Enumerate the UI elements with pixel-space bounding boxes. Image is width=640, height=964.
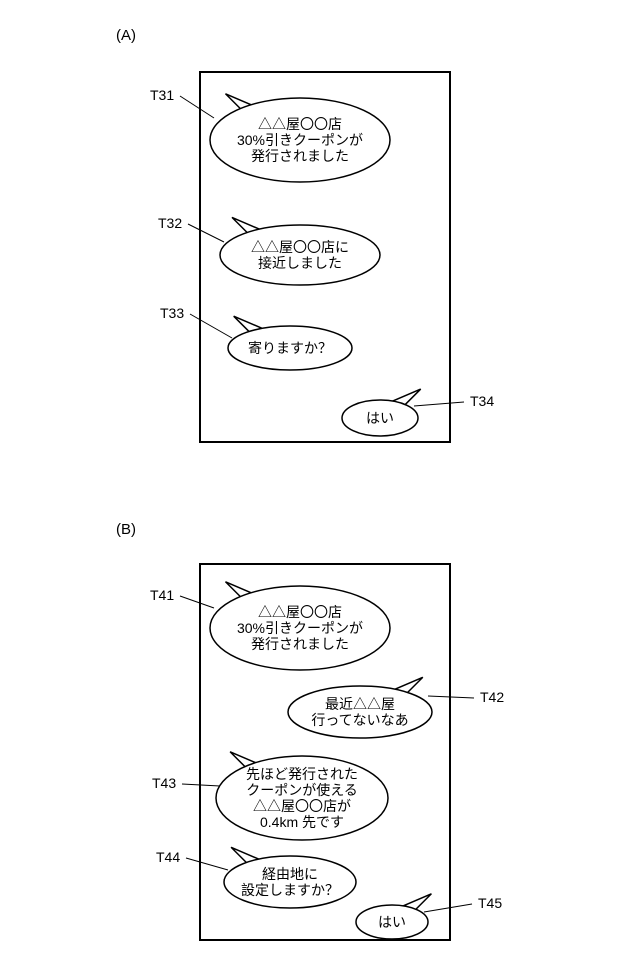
bubble-text-line: 行ってないなあ <box>311 712 408 728</box>
section-label: (B) <box>116 521 136 538</box>
bubble-text-line: 0.4km 先です <box>260 814 344 830</box>
speech-bubble: 経由地に設定しますか？ <box>224 847 356 908</box>
leader-line <box>180 596 214 608</box>
callout-label: T45 <box>478 895 502 911</box>
speech-bubble: △△屋〇〇店30%引きクーポンが発行されました <box>210 94 390 182</box>
bubble-text-line: クーポンが使える <box>246 782 358 798</box>
bubble-text-line: 30%引きクーポンが <box>237 620 363 636</box>
bubble-text-line: はい <box>378 914 406 930</box>
callout-label: T34 <box>470 393 494 409</box>
callout-label: T44 <box>156 849 180 865</box>
callout-label: T43 <box>152 775 176 791</box>
leader-line <box>180 96 214 118</box>
leader-line <box>190 314 232 338</box>
bubble-text-line: △△屋〇〇店に <box>251 239 349 255</box>
callout-label: T33 <box>160 305 184 321</box>
speech-bubble: 最近△△屋行ってないなあ <box>288 677 432 738</box>
speech-bubble: △△屋〇〇店30%引きクーポンが発行されました <box>210 582 390 670</box>
speech-bubble: △△屋〇〇店に接近しました <box>220 217 380 285</box>
callout-label: T32 <box>158 215 182 231</box>
leader-line <box>424 904 472 912</box>
bubble-text-line: 寄りますか？ <box>248 340 332 356</box>
bubble-text-line: 発行されました <box>251 636 349 652</box>
bubble-text-line: 設定しますか？ <box>241 882 339 898</box>
bubble-text-line: △△屋〇〇店が <box>253 798 351 814</box>
callout-label: T41 <box>150 587 174 603</box>
bubble-text-line: 発行されました <box>251 148 349 164</box>
callout-label: T42 <box>480 689 504 705</box>
speech-bubble: はい <box>342 389 421 436</box>
speech-bubble: はい <box>356 894 431 939</box>
bubble-text-line: 30%引きクーポンが <box>237 132 363 148</box>
speech-bubble: 寄りますか？ <box>228 316 352 370</box>
leader-line <box>186 858 228 870</box>
bubble-text-line: 先ほど発行された <box>246 766 358 782</box>
speech-bubble: 先ほど発行されたクーポンが使える△△屋〇〇店が0.4km 先です <box>216 752 388 840</box>
bubble-text-line: △△屋〇〇店 <box>258 604 342 620</box>
leader-line <box>188 224 224 242</box>
leader-line <box>414 402 464 406</box>
bubble-text-line: △△屋〇〇店 <box>258 116 342 132</box>
bubble-text-line: 接近しました <box>258 255 342 271</box>
bubble-text-line: はい <box>366 410 394 426</box>
section-label: (A) <box>116 27 136 44</box>
bubble-text-line: 経由地に <box>262 866 318 882</box>
callout-label: T31 <box>150 87 174 103</box>
bubble-text-line: 最近△△屋 <box>325 696 395 712</box>
